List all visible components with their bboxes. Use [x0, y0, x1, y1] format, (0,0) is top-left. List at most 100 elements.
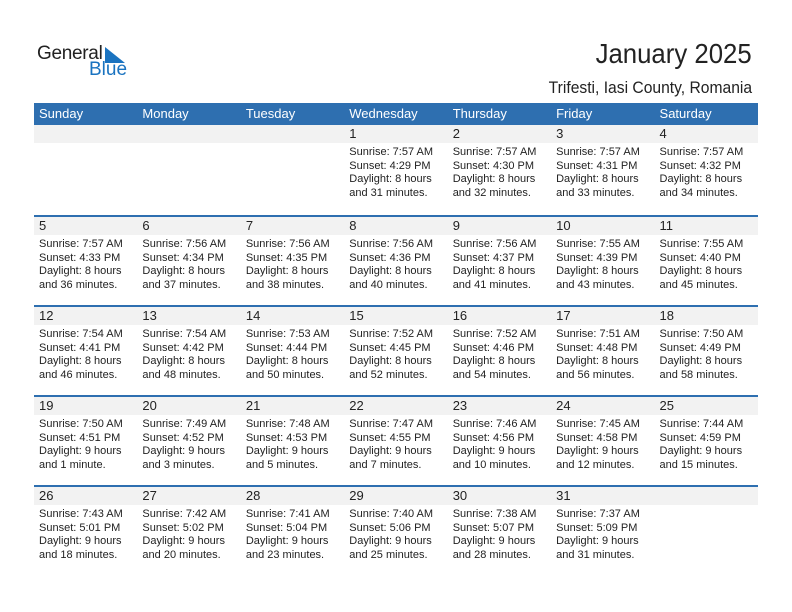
day-number: 12	[39, 308, 54, 323]
day-cell: 21 Sunrise: 7:48 AM Sunset: 4:53 PM Dayligh…	[241, 397, 344, 472]
daylight-text: Daylight: 8 hours	[349, 265, 432, 277]
day-number: 26	[39, 488, 54, 503]
day-number: 22	[349, 398, 364, 413]
daylight-text: Daylight: 9 hours	[349, 535, 432, 547]
daylight-minutes-text: and 3 minutes.	[142, 458, 215, 471]
day-cell: 4 Sunrise: 7:57 AM Sunset: 4:32 PM Daylight…	[655, 125, 758, 200]
sunrise-text: Sunrise: 7:55 AM	[659, 238, 744, 250]
sunrise-text: Sunrise: 7:48 AM	[245, 418, 330, 430]
daylight-text: Daylight: 8 hours	[349, 355, 432, 367]
daylight-minutes-text: and 34 minutes.	[659, 186, 738, 199]
daylight-text: Daylight: 8 hours	[245, 265, 329, 277]
daylight-minutes-text: and 40 minutes.	[349, 278, 428, 291]
sunset-text: Sunset: 4:45 PM	[349, 341, 431, 354]
daylight-text: Daylight: 9 hours	[659, 445, 743, 457]
sunset-text: Sunset: 4:48 PM	[556, 341, 638, 354]
daylight-minutes-text: and 58 minutes.	[659, 368, 738, 381]
sunrise-text: Sunrise: 7:56 AM	[349, 238, 434, 250]
sunset-text: Sunset: 4:55 PM	[349, 431, 431, 444]
empty-cell	[655, 487, 758, 562]
daylight-text: Daylight: 9 hours	[349, 445, 432, 457]
day-cell: 26 Sunrise: 7:43 AM Sunset: 5:01 PM Dayligh…	[34, 487, 137, 562]
daylight-minutes-text: and 32 minutes.	[452, 186, 531, 199]
day-cell: 24 Sunrise: 7:45 AM Sunset: 4:58 PM Dayligh…	[551, 397, 654, 472]
day-number: 17	[556, 308, 571, 323]
sunrise-text: Sunrise: 7:57 AM	[39, 238, 123, 250]
day-number: 15	[349, 308, 364, 323]
daylight-text: Daylight: 8 hours	[39, 355, 122, 367]
day-cell: 27 Sunrise: 7:42 AM Sunset: 5:02 PM Dayligh…	[137, 487, 240, 562]
sunset-text: Sunset: 4:44 PM	[245, 341, 328, 354]
weekday-wednesday: Wednesday	[349, 106, 418, 121]
day-cell: 5 Sunrise: 7:57 AM Sunset: 4:33 PM Daylight…	[34, 217, 137, 292]
daylight-text: Daylight: 8 hours	[556, 265, 639, 277]
daylight-minutes-text: and 54 minutes.	[452, 368, 531, 381]
daylight-text: Daylight: 9 hours	[556, 445, 639, 457]
day-number: 16	[452, 308, 468, 323]
day-cell: 1 Sunrise: 7:57 AM Sunset: 4:29 PM Daylight…	[344, 125, 447, 200]
sunrise-text: Sunrise: 7:38 AM	[452, 508, 537, 520]
week-row: 26 Sunrise: 7:43 AM Sunset: 5:01 PM Dayligh…	[34, 485, 758, 575]
sunset-text: Sunset: 4:32 PM	[659, 159, 741, 172]
sunset-text: Sunset: 4:51 PM	[39, 431, 121, 444]
weekday-thursday: Thursday	[452, 106, 507, 121]
day-number: 2	[452, 126, 460, 141]
sunrise-text: Sunrise: 7:50 AM	[39, 418, 123, 430]
daylight-minutes-text: and 45 minutes.	[659, 278, 738, 291]
sunset-text: Sunset: 4:33 PM	[39, 251, 121, 264]
sunset-text: Sunset: 4:40 PM	[659, 251, 741, 264]
daylight-text: Daylight: 8 hours	[452, 173, 536, 185]
sunrise-text: Sunrise: 7:56 AM	[452, 238, 537, 250]
daylight-minutes-text: and 37 minutes.	[142, 278, 221, 291]
day-cell: 25 Sunrise: 7:44 AM Sunset: 4:59 PM Dayligh…	[655, 397, 758, 472]
day-cell: 10 Sunrise: 7:55 AM Sunset: 4:39 PM Dayligh…	[551, 217, 654, 292]
date-band	[34, 397, 758, 415]
day-cell: 18 Sunrise: 7:50 AM Sunset: 4:49 PM Dayligh…	[655, 307, 758, 382]
sunrise-text: Sunrise: 7:51 AM	[556, 328, 640, 340]
daylight-minutes-text: and 20 minutes.	[142, 548, 221, 561]
day-number: 25	[659, 398, 674, 413]
day-number: 28	[245, 488, 261, 503]
day-number: 6	[142, 218, 150, 233]
day-cell: 29 Sunrise: 7:40 AM Sunset: 5:06 PM Dayligh…	[344, 487, 447, 562]
day-number: 18	[659, 308, 674, 323]
sunset-text: Sunset: 5:09 PM	[556, 521, 638, 534]
sunset-text: Sunset: 4:37 PM	[452, 251, 535, 264]
daylight-minutes-text: and 31 minutes.	[556, 548, 635, 561]
day-number: 19	[39, 398, 54, 413]
sunrise-text: Sunrise: 7:54 AM	[142, 328, 227, 340]
day-number: 1	[349, 126, 357, 141]
day-cell: 14 Sunrise: 7:53 AM Sunset: 4:44 PM Dayligh…	[241, 307, 344, 382]
daylight-minutes-text: and 52 minutes.	[349, 368, 428, 381]
date-band	[34, 487, 758, 505]
day-cell: 13 Sunrise: 7:54 AM Sunset: 4:42 PM Dayligh…	[137, 307, 240, 382]
day-cell: 6 Sunrise: 7:56 AM Sunset: 4:34 PM Daylight…	[137, 217, 240, 292]
daylight-minutes-text: and 25 minutes.	[349, 548, 428, 561]
sunset-text: Sunset: 5:06 PM	[349, 521, 431, 534]
daylight-text: Daylight: 9 hours	[39, 535, 122, 547]
sunset-text: Sunset: 4:39 PM	[556, 251, 638, 264]
day-number: 8	[349, 218, 357, 233]
date-band	[34, 217, 758, 235]
sunset-text: Sunset: 4:49 PM	[659, 341, 741, 354]
sunrise-text: Sunrise: 7:57 AM	[556, 146, 640, 158]
day-cell: 8 Sunrise: 7:56 AM Sunset: 4:36 PM Daylight…	[344, 217, 447, 292]
day-cell: 16 Sunrise: 7:52 AM Sunset: 4:46 PM Dayligh…	[448, 307, 551, 382]
day-number: 5	[39, 218, 47, 233]
daylight-text: Daylight: 9 hours	[142, 535, 225, 547]
daylight-text: Daylight: 8 hours	[659, 173, 743, 185]
sunrise-text: Sunrise: 7:52 AM	[452, 328, 537, 340]
daylight-text: Daylight: 8 hours	[452, 355, 536, 367]
sunrise-text: Sunrise: 7:47 AM	[349, 418, 434, 430]
sunset-text: Sunset: 4:34 PM	[142, 251, 224, 264]
day-number: 14	[245, 308, 261, 323]
day-number: 24	[556, 398, 571, 413]
daylight-minutes-text: and 36 minutes.	[39, 278, 118, 291]
sunset-text: Sunset: 4:36 PM	[349, 251, 431, 264]
daylight-text: Daylight: 8 hours	[659, 265, 743, 277]
day-cell: 9 Sunrise: 7:56 AM Sunset: 4:37 PM Daylight…	[448, 217, 551, 292]
day-cell: 19 Sunrise: 7:50 AM Sunset: 4:51 PM Dayligh…	[34, 397, 137, 472]
empty-cell	[34, 125, 137, 200]
day-number: 3	[556, 126, 564, 141]
sunset-text: Sunset: 4:29 PM	[349, 159, 431, 172]
